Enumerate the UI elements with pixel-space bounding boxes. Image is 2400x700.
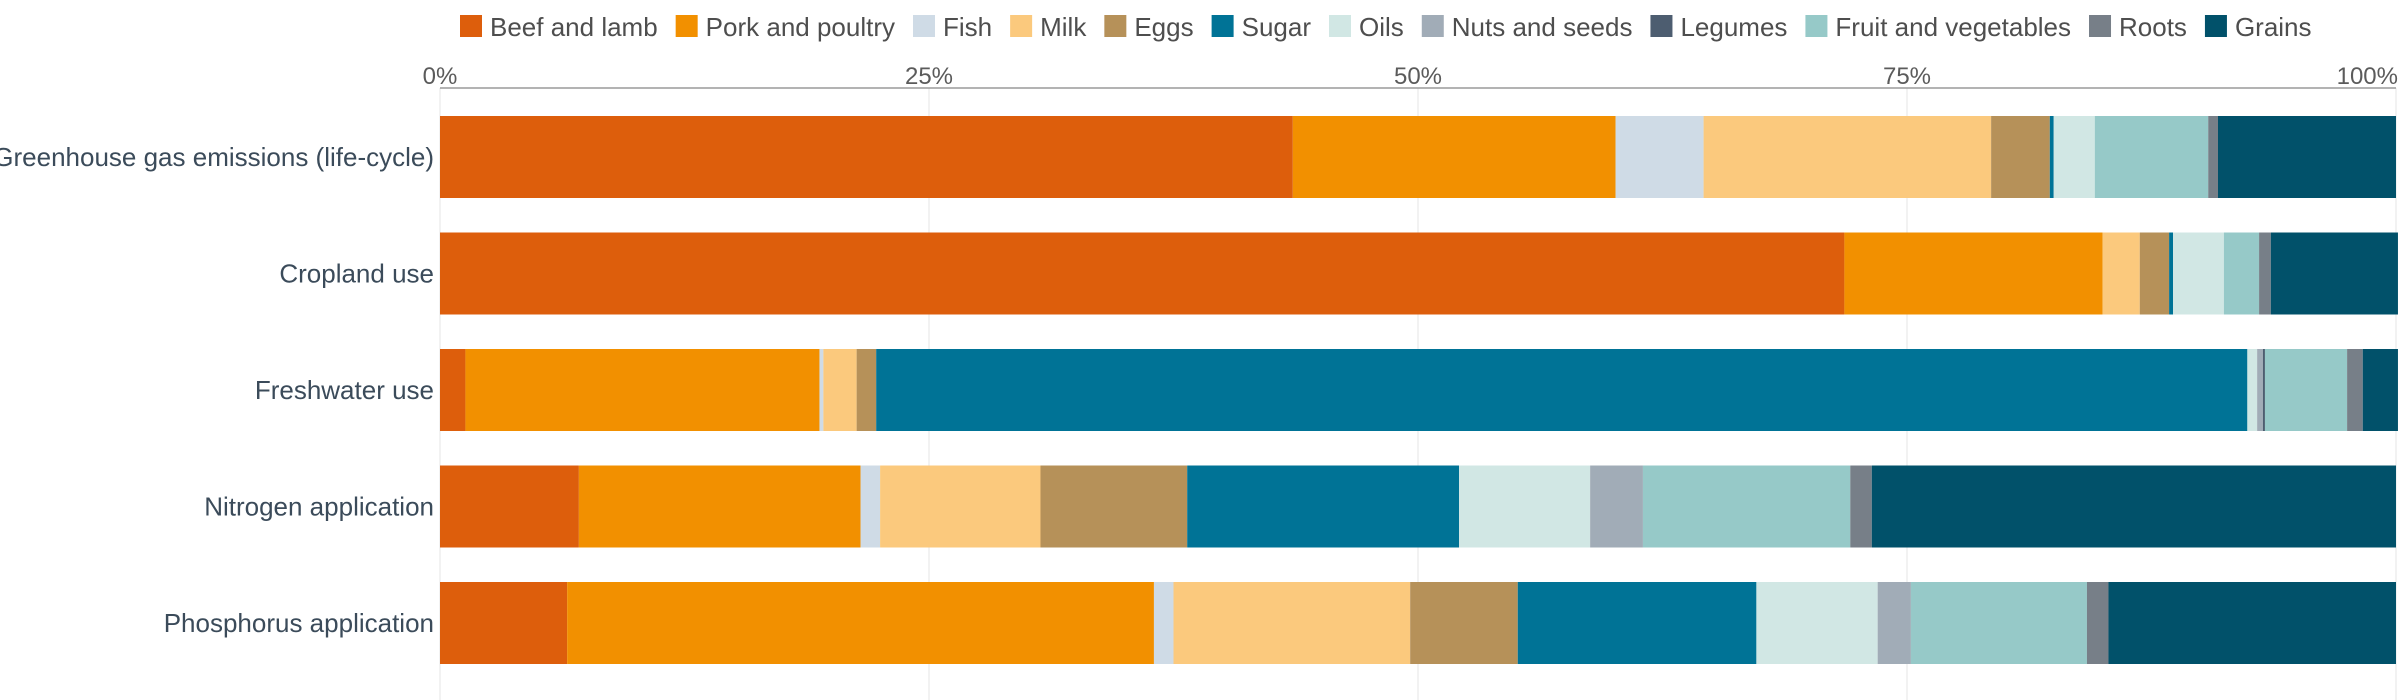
x-tick-label: 100% (2337, 63, 2398, 90)
bar-segment-oils (2247, 349, 2258, 431)
legend-label-fruit-and-vegetables: Fruit and vegetables (1835, 12, 2071, 42)
x-tick-label: 50% (1394, 63, 1442, 90)
bar-segment-roots (2259, 232, 2271, 315)
bar-segment-beef-and-lamb (440, 582, 568, 664)
legend-label-nuts-and-seeds: Nuts and seeds (1452, 12, 1633, 42)
bar-segment-pork-and-poultry (1844, 232, 2103, 315)
bar-segment-oils (2053, 116, 2095, 198)
bar-segment-roots (2208, 116, 2219, 198)
legend-swatch-nuts-and-seeds (1421, 15, 1444, 37)
bar-segment-sugar (876, 349, 2248, 431)
x-tick-label: 75% (1883, 63, 1931, 90)
bar-segment-pork-and-poultry (1292, 116, 1616, 198)
legend-label-milk: Milk (1040, 12, 1087, 42)
bar-segment-beef-and-lamb (440, 465, 579, 548)
bar-segment-eggs (1410, 582, 1518, 664)
bars (440, 116, 2398, 664)
category-label: Nitrogen application (204, 492, 434, 522)
legend-label-sugar: Sugar (1242, 12, 1312, 42)
bar-segment-roots (2086, 582, 2109, 664)
bar-segment-milk (823, 349, 857, 431)
x-tick-label: 25% (905, 63, 953, 90)
bar-segment-legumes (2262, 349, 2265, 431)
legend-swatch-legumes (1650, 15, 1673, 37)
bar-segment-fish (1615, 116, 1704, 198)
legend: Beef and lamb Pork and poultry Fish Milk Egg… (460, 12, 2312, 42)
bar-segment-eggs (2139, 232, 2170, 315)
bar-segment-pork-and-poultry (465, 349, 820, 431)
legend-swatch-pork-and-poultry (675, 15, 698, 37)
bar-segment-milk (1173, 582, 1411, 664)
category-label: Phosphorus application (164, 608, 434, 638)
legend-label-beef-and-lamb: Beef and lamb (490, 12, 658, 42)
legend-label-pork-and-poultry: Pork and poultry (706, 12, 895, 42)
bar-segment-sugar (2169, 232, 2174, 315)
legend-swatch-grains (2204, 15, 2227, 37)
bar-segment-nuts-and-seeds (2257, 349, 2263, 431)
bar-segment-eggs (1040, 465, 1188, 548)
legend-label-eggs: Eggs (1134, 12, 1193, 42)
bar-segment-fish (860, 465, 881, 548)
category-label: Cropland use (279, 259, 434, 289)
bar-segment-grains (2108, 582, 2396, 664)
bar-segment-grains (1871, 465, 2396, 548)
bar-segment-beef-and-lamb (440, 349, 466, 431)
bar-segment-grains (2218, 116, 2396, 198)
bar-segment-milk (2102, 232, 2140, 315)
bar-segment-beef-and-lamb (440, 116, 1293, 198)
bar-segment-fruit-and-vegetables (2223, 232, 2260, 315)
bar-segment-sugar (1517, 582, 1757, 664)
bar-segment-fruit-and-vegetables (1642, 465, 1851, 548)
legend-label-oils: Oils (1359, 12, 1404, 42)
bar-segment-grains (2362, 349, 2398, 431)
bar-segment-milk (1703, 116, 1992, 198)
legend-label-roots: Roots (2119, 12, 2187, 42)
bar-segment-eggs (856, 349, 877, 431)
bar-segment-roots (2347, 349, 2363, 431)
bar-segment-eggs (1991, 116, 2050, 198)
bar-segment-nuts-and-seeds (1877, 582, 1911, 664)
category-label: Freshwater use (255, 375, 434, 405)
bar-segment-beef-and-lamb (440, 232, 1845, 315)
bar-segment-grains (2270, 232, 2398, 315)
bar-segment-fish (819, 349, 824, 431)
bar-segment-sugar (1187, 465, 1460, 548)
legend-swatch-fish (913, 15, 935, 37)
bar-segment-nuts-and-seeds (1590, 465, 1643, 548)
legend-swatch-roots (2089, 15, 2112, 37)
bar-segment-oils (1459, 465, 1591, 548)
bar-segment-oils (1756, 582, 1878, 664)
bar-segment-milk (880, 465, 1041, 548)
bar-segment-fish (1153, 582, 1174, 664)
legend-swatch-eggs (1104, 15, 1127, 37)
legend-label-fish: Fish (943, 12, 992, 42)
legend-label-grains: Grains (2235, 12, 2312, 42)
bar-segment-oils (2173, 232, 2224, 315)
legend-swatch-beef-and-lamb (460, 15, 482, 37)
legend-swatch-milk (1010, 15, 1033, 37)
category-label: Greenhouse gas emissions (life-cycle) (0, 142, 434, 172)
bar-segment-sugar (2049, 116, 2054, 198)
bar-segment-roots (1850, 465, 1872, 548)
legend-swatch-oils (1329, 15, 1351, 37)
x-tick-label: 0% (423, 63, 458, 90)
legend-swatch-sugar (1211, 15, 1234, 37)
category-labels: Greenhouse gas emissions (life-cycle) Cro… (0, 142, 434, 638)
legend-swatch-fruit-and-vegetables (1805, 15, 1828, 37)
bar-segment-pork-and-poultry (578, 465, 861, 548)
x-axis: 0% 25% 50% 75% 100% (423, 63, 2398, 90)
bar-segment-pork-and-poultry (567, 582, 1154, 664)
legend-label-legumes: Legumes (1680, 12, 1787, 42)
bar-segment-fruit-and-vegetables (2264, 349, 2348, 431)
bar-segment-fruit-and-vegetables (2094, 116, 2209, 198)
bar-segment-fruit-and-vegetables (1910, 582, 2087, 664)
